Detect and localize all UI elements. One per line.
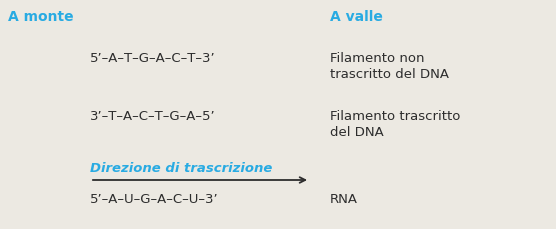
Text: Filamento non: Filamento non xyxy=(330,52,424,65)
Text: 5’–A–U–G–A–C–U–3’: 5’–A–U–G–A–C–U–3’ xyxy=(90,193,219,206)
Text: RNA: RNA xyxy=(330,193,358,206)
Text: 5’–A–T–G–A–C–T–3’: 5’–A–T–G–A–C–T–3’ xyxy=(90,52,216,65)
Text: Filamento trascritto: Filamento trascritto xyxy=(330,110,460,123)
Text: A monte: A monte xyxy=(8,10,73,24)
Text: A valle: A valle xyxy=(330,10,383,24)
Text: trascritto del DNA: trascritto del DNA xyxy=(330,68,449,81)
Text: del DNA: del DNA xyxy=(330,126,384,139)
Text: Direzione di trascrizione: Direzione di trascrizione xyxy=(90,162,272,175)
Text: 3’–T–A–C–T–G–A–5’: 3’–T–A–C–T–G–A–5’ xyxy=(90,110,216,123)
